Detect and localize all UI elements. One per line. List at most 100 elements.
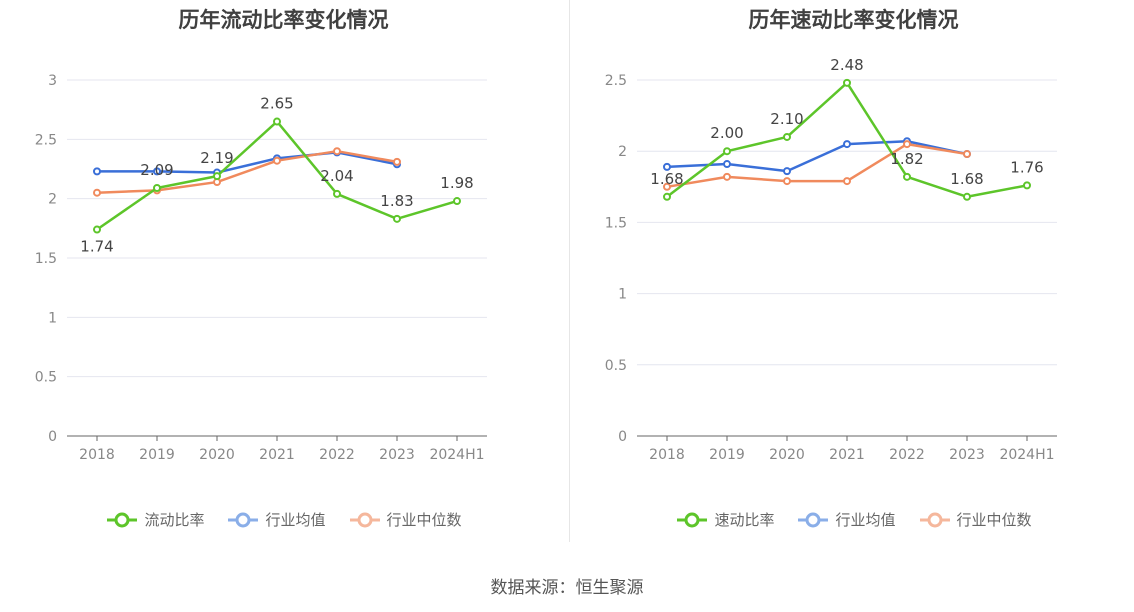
y-tick-label: 3 xyxy=(48,73,57,89)
data-label: 2.04 xyxy=(320,167,353,185)
x-tick-label: 2021 xyxy=(829,447,865,463)
y-tick-label: 0 xyxy=(618,429,627,445)
legend-label: 行业均值 xyxy=(835,511,896,529)
x-tick-label: 2020 xyxy=(769,447,805,463)
data-label: 2.65 xyxy=(260,95,293,113)
y-tick-label: 1 xyxy=(48,310,57,326)
data-point-company xyxy=(273,117,281,126)
y-tick-label: 2.5 xyxy=(35,132,57,148)
data-source-footer: 数据来源：恒生聚源 xyxy=(490,578,644,598)
legend-orange-marker-icon xyxy=(919,512,950,527)
data-point-avg xyxy=(93,167,101,176)
data-point-median xyxy=(783,177,791,186)
y-tick-label: 2.5 xyxy=(605,73,627,89)
x-tick-label: 2023 xyxy=(379,447,415,463)
chart-panel-current-ratio: 历年流动比率变化情况 0 0.5 1 1.5 2 2.5 3 2018 2019 2020 2021… xyxy=(0,0,567,545)
data-point-median xyxy=(273,156,281,165)
legend-green-marker-icon xyxy=(107,512,138,527)
legend-blue-marker-icon xyxy=(798,512,829,527)
chart-title: 历年流动比率变化情况 xyxy=(178,8,389,32)
data-point-median xyxy=(393,157,401,166)
data-point-company xyxy=(453,197,461,206)
y-tick-label: 0.5 xyxy=(35,370,57,386)
legend-label: 行业均值 xyxy=(265,511,326,529)
chart-panel-quick-ratio: 历年速动比率变化情况 0 0.5 1 1.5 2 2.5 2018 2019 2020 2021 2… xyxy=(570,0,1134,545)
legend-item-average[interactable]: 行业均值 xyxy=(226,509,326,530)
x-tick-label: 2019 xyxy=(139,447,175,463)
series-line-avg xyxy=(97,151,398,174)
data-point-company xyxy=(1023,181,1031,190)
x-tick-label: 2022 xyxy=(889,447,925,463)
data-point-company xyxy=(333,189,341,198)
data-point-company xyxy=(393,214,401,223)
series-line-median xyxy=(96,149,398,194)
data-label: 1.76 xyxy=(1010,158,1043,176)
legend-blue-marker-icon xyxy=(228,512,259,527)
chart-legend: 流动比率 行业均值 行业中位数 xyxy=(0,509,567,530)
data-point-company xyxy=(783,132,791,141)
data-point-company xyxy=(963,192,971,201)
data-point-avg xyxy=(723,160,731,169)
x-tick-label: 2024H1 xyxy=(999,447,1054,463)
data-point-avg xyxy=(663,162,671,171)
data-label: 1.68 xyxy=(950,170,983,188)
legend-item-company[interactable]: 速动比率 xyxy=(675,509,774,530)
data-point-company xyxy=(213,172,221,181)
quick-ratio-chart: 0 0.5 1 1.5 2 2.5 2018 2019 2020 2021 2022 2023 2024… xyxy=(605,56,1057,463)
series-line-avg xyxy=(666,139,968,173)
data-point-median xyxy=(333,147,341,156)
data-label: 2.48 xyxy=(830,56,863,74)
data-point-company xyxy=(153,183,161,192)
x-tick-label: 2018 xyxy=(79,447,115,463)
data-label: 2.00 xyxy=(710,124,743,142)
data-point-company xyxy=(843,78,851,87)
data-label: 2.10 xyxy=(770,110,803,128)
y-tick-label: 1 xyxy=(618,287,627,303)
y-tick-label: 1.5 xyxy=(605,215,627,231)
y-tick-label: 0 xyxy=(48,429,57,445)
data-label: 2.09 xyxy=(140,161,173,179)
panel-divider xyxy=(569,0,570,542)
data-point-median xyxy=(723,172,731,181)
data-point-median xyxy=(903,140,911,149)
data-point-company xyxy=(723,147,731,156)
data-point-avg xyxy=(153,167,161,176)
legend-item-company[interactable]: 流动比率 xyxy=(105,509,204,530)
x-tick-label: 2020 xyxy=(199,447,235,463)
data-point-median xyxy=(963,150,971,159)
data-point-median xyxy=(843,177,851,186)
x-tick-label: 2019 xyxy=(709,447,745,463)
data-label: 2.19 xyxy=(200,149,233,167)
data-label: 1.82 xyxy=(890,150,923,168)
data-point-company xyxy=(93,225,101,234)
legend-orange-marker-icon xyxy=(349,512,380,527)
data-point-avg xyxy=(843,140,851,149)
legend-label: 行业中位数 xyxy=(956,511,1032,529)
y-tick-label: 0.5 xyxy=(605,358,627,374)
data-point-company xyxy=(903,172,911,181)
series-line-median xyxy=(666,142,968,189)
data-label: 1.68 xyxy=(650,170,683,188)
data-point-company xyxy=(663,192,671,201)
x-tick-label: 2022 xyxy=(319,447,355,463)
legend-item-median[interactable]: 行业中位数 xyxy=(348,509,462,530)
data-point-median xyxy=(93,188,101,197)
legend-item-median[interactable]: 行业中位数 xyxy=(918,509,1032,530)
y-tick-label: 2 xyxy=(618,144,627,160)
x-tick-label: 2018 xyxy=(649,447,685,463)
data-label: 1.98 xyxy=(440,174,473,192)
x-tick-label: 2021 xyxy=(259,447,295,463)
legend-item-average[interactable]: 行业均值 xyxy=(796,509,896,530)
data-label: 1.74 xyxy=(80,238,113,256)
y-tick-label: 1.5 xyxy=(35,251,57,267)
legend-label: 流动比率 xyxy=(144,511,205,529)
chart-legend: 速动比率 行业均值 行业中位数 xyxy=(570,509,1134,530)
data-point-median xyxy=(663,182,671,191)
y-tick-label: 2 xyxy=(48,192,57,208)
legend-label: 行业中位数 xyxy=(386,511,462,529)
legend-green-marker-icon xyxy=(677,512,708,527)
current-ratio-chart: 0 0.5 1 1.5 2 2.5 3 2018 2019 2020 2021 2022 2023 202… xyxy=(35,73,487,463)
chart-title: 历年速动比率变化情况 xyxy=(748,8,959,32)
x-tick-label: 2024H1 xyxy=(429,447,484,463)
legend-label: 速动比率 xyxy=(714,511,775,529)
